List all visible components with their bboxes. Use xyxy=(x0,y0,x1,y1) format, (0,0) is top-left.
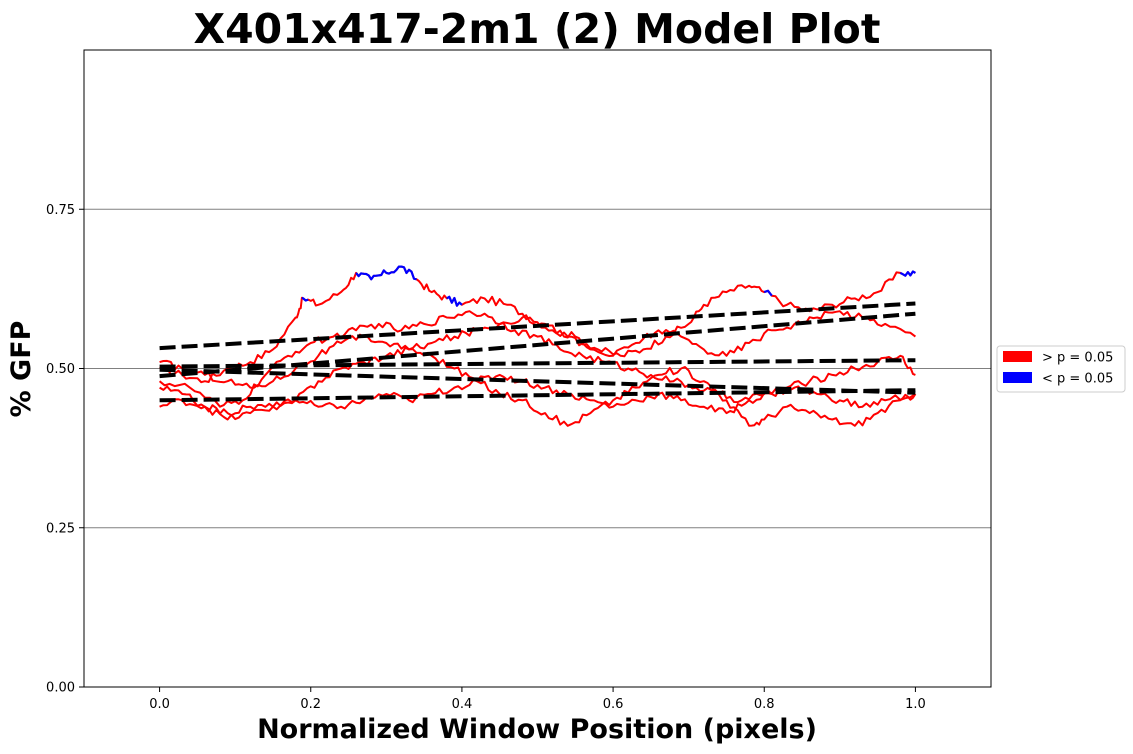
x-tick-label: 0.4 xyxy=(452,697,473,712)
x-tick-label: 0.2 xyxy=(300,697,321,712)
x-tick-label: 0.6 xyxy=(603,697,624,712)
x-ticks: 0.0 0.2 0.4 0.6 0.8 1.0 xyxy=(149,687,926,712)
series-layer xyxy=(158,265,917,427)
y-tick-label: 0.75 xyxy=(46,203,75,218)
significant-segment xyxy=(446,295,463,307)
x-axis-label: Normalized Window Position (pixels) xyxy=(257,714,817,745)
significant-segment xyxy=(763,289,773,297)
chart-title: X401x417-2m1 (2) Model Plot xyxy=(194,5,881,53)
y-tick-label: 0.50 xyxy=(46,362,75,377)
legend-label: < p = 0.05 xyxy=(1042,372,1113,387)
y-tick-label: 0.00 xyxy=(46,681,75,696)
significant-segment xyxy=(355,265,417,281)
y-tick-label: 0.25 xyxy=(46,521,75,536)
legend: > p = 0.05 < p = 0.05 xyxy=(996,345,1126,393)
legend-swatch xyxy=(1003,372,1032,383)
significant-segment xyxy=(301,296,309,302)
significant-segment xyxy=(899,270,916,277)
trace-line xyxy=(158,310,916,408)
trace-line xyxy=(159,310,917,389)
y-axis-label: % GFP xyxy=(6,321,37,418)
x-tick-label: 1.0 xyxy=(905,697,926,712)
legend-label: > p = 0.05 xyxy=(1042,351,1113,366)
legend-swatch xyxy=(1003,351,1032,362)
fit-line xyxy=(159,367,916,395)
x-tick-label: 0.8 xyxy=(754,697,775,712)
trace-line xyxy=(159,346,917,427)
y-ticks: 0.00 0.25 0.50 0.75 xyxy=(46,203,84,696)
fit-line xyxy=(159,301,916,351)
x-tick-label: 0.0 xyxy=(149,697,170,712)
trace-line xyxy=(159,265,916,384)
fit-line xyxy=(159,388,916,403)
fit-line xyxy=(159,311,916,379)
fit-line xyxy=(159,358,916,369)
